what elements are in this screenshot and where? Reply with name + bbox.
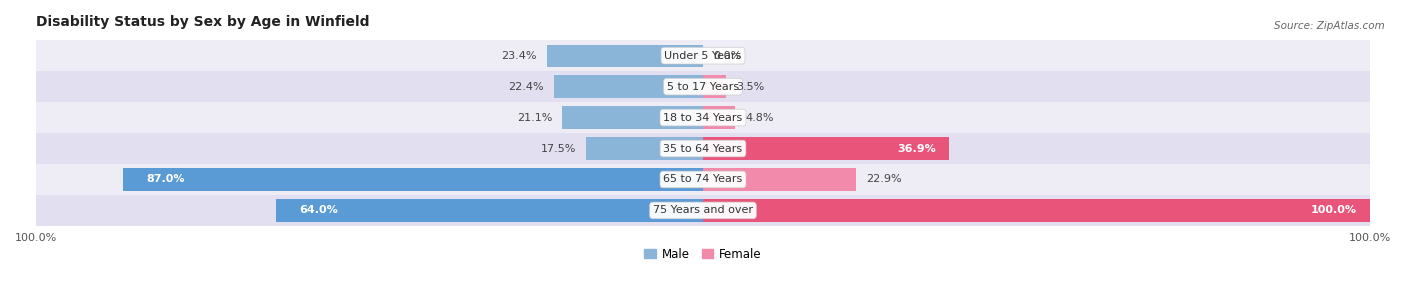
Legend: Male, Female: Male, Female [640, 243, 766, 265]
Text: Under 5 Years: Under 5 Years [665, 51, 741, 61]
Text: 3.5%: 3.5% [737, 82, 765, 92]
Text: 22.9%: 22.9% [866, 174, 901, 185]
Text: 5 to 17 Years: 5 to 17 Years [666, 82, 740, 92]
Text: 100.0%: 100.0% [1310, 205, 1357, 215]
Bar [37, 40, 1369, 71]
Text: Disability Status by Sex by Age in Winfield: Disability Status by Sex by Age in Winfi… [37, 15, 370, 29]
Bar [703, 137, 949, 160]
Text: 22.4%: 22.4% [508, 82, 544, 92]
Text: 64.0%: 64.0% [299, 205, 339, 215]
Text: 65 to 74 Years: 65 to 74 Years [664, 174, 742, 185]
Bar [122, 168, 703, 191]
Bar [37, 195, 1369, 226]
Text: 21.1%: 21.1% [517, 113, 553, 123]
Bar [703, 199, 1369, 221]
Bar [276, 199, 703, 221]
Bar [547, 45, 703, 67]
Text: Source: ZipAtlas.com: Source: ZipAtlas.com [1274, 21, 1385, 31]
Text: 36.9%: 36.9% [897, 144, 936, 153]
Bar [586, 137, 703, 160]
Bar [37, 102, 1369, 133]
Text: 0.0%: 0.0% [713, 51, 741, 61]
Bar [37, 71, 1369, 102]
Bar [703, 75, 727, 98]
Text: 87.0%: 87.0% [146, 174, 184, 185]
Bar [703, 168, 856, 191]
Bar [554, 75, 703, 98]
Text: 17.5%: 17.5% [541, 144, 576, 153]
Bar [703, 106, 735, 129]
Text: 23.4%: 23.4% [502, 51, 537, 61]
Bar [37, 164, 1369, 195]
Bar [562, 106, 703, 129]
Text: 18 to 34 Years: 18 to 34 Years [664, 113, 742, 123]
Text: 35 to 64 Years: 35 to 64 Years [664, 144, 742, 153]
Text: 75 Years and over: 75 Years and over [652, 205, 754, 215]
Bar [37, 133, 1369, 164]
Text: 4.8%: 4.8% [745, 113, 773, 123]
